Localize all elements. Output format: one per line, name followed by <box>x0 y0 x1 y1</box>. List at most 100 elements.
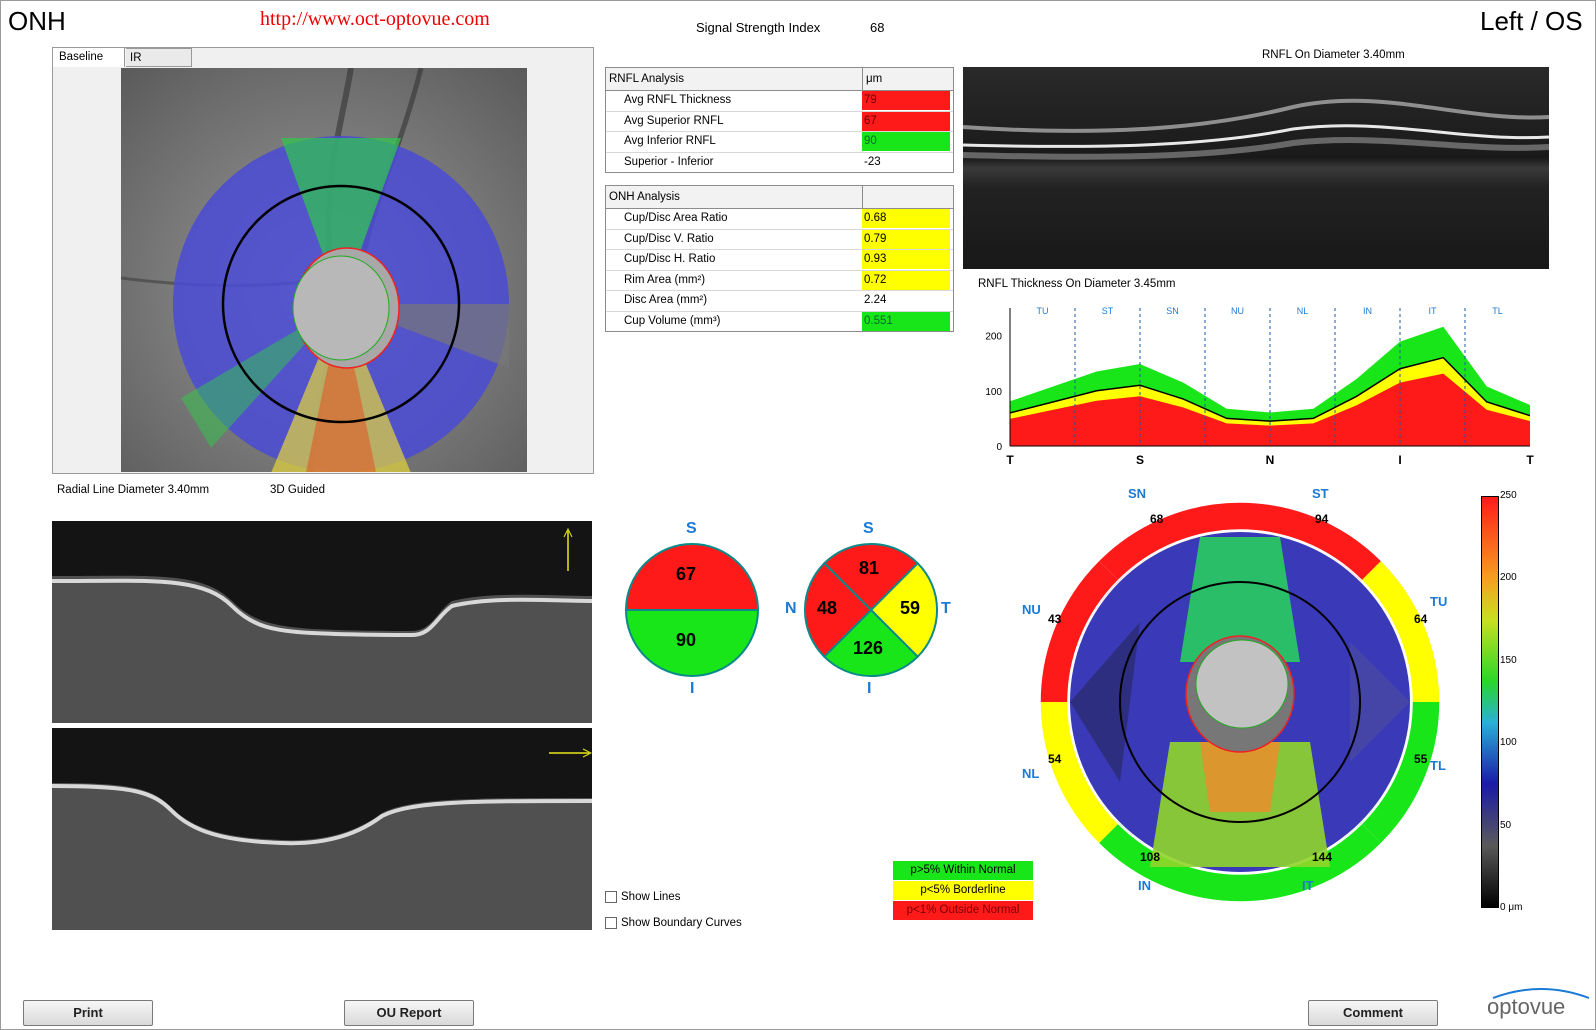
sector-t-label: T <box>941 600 951 617</box>
row-label: Disc Area (mm²) <box>624 294 708 306</box>
color-scale-bar <box>1481 496 1499 908</box>
row-value: -23 <box>864 155 881 168</box>
scale-label: 200 <box>1500 572 1517 583</box>
row-value: 79 <box>862 91 950 110</box>
sector-temporal-value: 59 <box>900 598 921 618</box>
oct-scan-horizontal[interactable] <box>52 728 592 930</box>
brand-name: optovue <box>1487 994 1566 1019</box>
x-tick-label: I <box>1398 453 1401 467</box>
table-row: Avg Superior RNFL 67 <box>606 111 953 132</box>
map-label-tl: TL <box>1430 758 1446 773</box>
fundus-image[interactable] <box>121 68 527 472</box>
y-tick-label: 200 <box>985 332 1002 343</box>
oct-scan-rnfl[interactable] <box>963 67 1549 269</box>
row-label: Superior - Inferior <box>624 155 714 168</box>
tab-ir[interactable]: IR <box>126 48 192 67</box>
fundus-overlay <box>121 68 509 472</box>
map-label-it: IT <box>1302 878 1314 893</box>
map-label-nu: NU <box>1022 602 1041 617</box>
map-value-nl: 54 <box>1048 752 1062 766</box>
row-label: Cup Volume (mm³) <box>624 314 721 327</box>
page-title: ONH <box>8 6 66 36</box>
onh-analysis-table: ONH Analysis Cup/Disc Area Ratio 0.68 Cup… <box>605 185 954 332</box>
oct-horizontal-layers <box>52 728 592 930</box>
row-value: 0.68 <box>862 209 950 228</box>
show-lines-label: Show Lines <box>621 891 681 903</box>
sector-i-label: I <box>867 680 872 697</box>
map-label-tu: TU <box>1430 594 1448 609</box>
sector-s-label: S <box>863 520 874 537</box>
sector-label: ST <box>1102 306 1114 316</box>
thickness-map-graphic <box>1039 501 1441 903</box>
tab-ir-label: IR <box>130 52 142 64</box>
tsnit-title: RNFL Thickness On Diameter 3.45mm <box>978 278 1176 290</box>
sector-label: NL <box>1297 306 1309 316</box>
onh-analysis-unit <box>862 186 952 208</box>
quadrant-s-label: S <box>686 520 697 537</box>
significance-legend: p>5% Within Normal p<5% Borderline p<1% … <box>893 861 1033 921</box>
sector-n-label: N <box>785 600 797 617</box>
table-row: Cup Volume (mm³) 0.551 <box>606 311 953 332</box>
show-boundary-checkbox[interactable] <box>605 917 617 929</box>
signal-strength-label: Signal Strength Index <box>696 20 821 35</box>
quadrant-circle <box>624 543 760 677</box>
legend-borderline: p<5% Borderline <box>893 881 1033 900</box>
row-label: Rim Area (mm²) <box>624 273 706 286</box>
color-scale-labels: 250 200 150 100 50 0 μm <box>1500 490 1560 913</box>
row-label: Cup/Disc V. Ratio <box>624 232 714 245</box>
quadrant-i-label: I <box>690 680 695 697</box>
table-row: Superior - Inferior -23 <box>606 153 953 173</box>
oct-scan-vertical[interactable] <box>52 521 592 723</box>
ou-report-button[interactable]: OU Report <box>344 1000 474 1026</box>
show-lines-checkbox[interactable] <box>605 891 617 903</box>
row-value: 2.24 <box>864 294 887 306</box>
sector-label: IN <box>1363 306 1372 316</box>
table-row: Cup/Disc V. Ratio 0.79 <box>606 229 953 250</box>
row-label: Cup/Disc H. Ratio <box>624 253 716 265</box>
row-label: Avg RNFL Thickness <box>624 94 732 106</box>
map-value-it: 144 <box>1312 850 1333 864</box>
map-value-st: 94 <box>1315 512 1329 526</box>
fundus-panel: Baseline IR <box>52 47 594 474</box>
map-label-in: IN <box>1138 878 1151 893</box>
quadrant-superior-value: 67 <box>676 564 697 584</box>
oct-vertical-layers <box>52 521 592 723</box>
map-value-tu: 64 <box>1414 612 1428 626</box>
print-button[interactable]: Print <box>23 1000 153 1026</box>
oct-scan-title: RNFL On Diameter 3.40mm <box>1262 49 1405 61</box>
map-label-nl: NL <box>1022 766 1040 781</box>
onh-analysis-title: ONH Analysis <box>609 191 680 203</box>
optovue-logo: optovue <box>1487 988 1590 1020</box>
table-row: Cup/Disc Area Ratio 0.68 <box>606 209 953 230</box>
table-row: Disc Area (mm²) 2.24 <box>606 291 953 312</box>
table-row: Avg RNFL Thickness 79 <box>606 91 953 112</box>
sector-nasal-value: 48 <box>817 598 838 618</box>
comment-button[interactable]: Comment <box>1308 1000 1438 1026</box>
x-tick-label: T <box>1526 453 1534 467</box>
thickness-map: SN ST NU TU NL TL IN IT 68 94 43 64 54 5… <box>1022 486 1450 910</box>
sector-chart: S N T 81 48 59 126 I <box>785 520 960 700</box>
eye-label: Left / OS <box>1480 6 1583 36</box>
scale-label: 50 <box>1500 820 1512 831</box>
sector-label: TU <box>1037 306 1049 316</box>
guided-label: 3D Guided <box>270 484 325 496</box>
map-label-sn: SN <box>1128 486 1147 501</box>
scale-label: 0 μm <box>1500 902 1523 913</box>
sector-circle <box>803 542 939 678</box>
row-value: 90 <box>862 132 950 151</box>
sector-label: SN <box>1166 306 1179 316</box>
row-label: Avg Inferior RNFL <box>624 135 716 147</box>
url-link[interactable]: http://www.oct-optovue.com <box>260 8 490 30</box>
logo-arc-icon <box>1492 988 1590 999</box>
x-tick-label: T <box>1006 453 1014 467</box>
row-value: 67 <box>862 111 950 131</box>
tab-baseline-label: Baseline <box>59 51 104 63</box>
y-tick-label: 100 <box>985 387 1002 398</box>
oct-scan-layers <box>963 98 1549 160</box>
table-row: Cup/Disc H. Ratio 0.93 <box>606 250 953 271</box>
measured-line <box>1009 356 1531 422</box>
signal-strength-value: 68 <box>870 20 885 35</box>
radial-line-label: Radial Line Diameter 3.40mm <box>57 484 210 496</box>
tab-baseline[interactable]: Baseline <box>53 48 125 67</box>
